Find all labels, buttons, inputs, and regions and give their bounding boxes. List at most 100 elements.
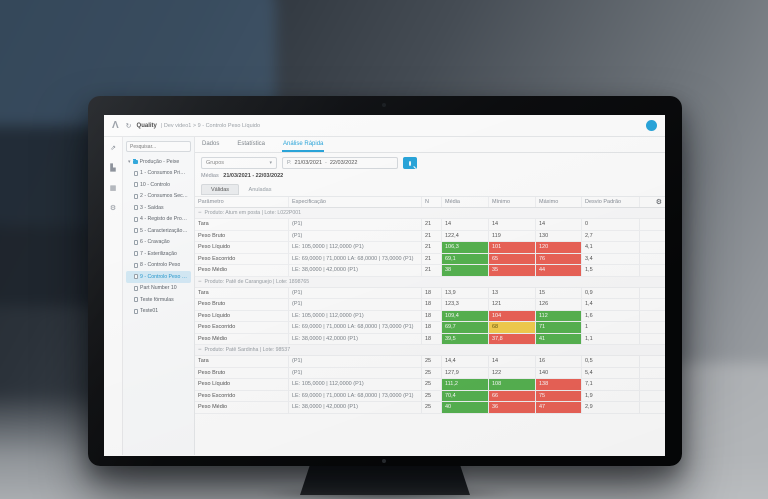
cell-media: 38 [442,265,489,276]
document-icon [134,205,138,211]
breadcrumb: | Dev video1 > 9 - Controlo Peso Líquido [160,122,261,129]
cell-maximo: 140 [536,367,582,378]
document-icon [134,193,138,199]
cell-media: 70,4 [442,390,489,401]
table-row[interactable]: Tara (P1) 18 13,9 13 15 0,9 [195,287,665,299]
cell-actions [640,391,665,402]
table-row[interactable]: Peso Escorrido LE: 69,0000 | 71,0000 LA: … [195,253,665,265]
tree-item[interactable]: 5 - Caracterização da Ma... [126,225,191,237]
tree-item-label: Teste fórmulas [140,296,174,303]
cell-n: 21 [422,265,442,276]
tree-item[interactable]: Teste01 [126,306,191,318]
user-avatar[interactable] [646,120,657,131]
tree-item[interactable]: 9 - Controlo Peso Líquido [126,271,191,283]
cell-minimo: 14 [489,356,536,367]
cell-minimo: 36 [489,402,536,413]
document-icon [134,216,138,222]
cell-actions [640,254,665,265]
collapse-icon[interactable]: − [198,278,202,285]
table-row[interactable]: Peso Bruto (P1) 21 122,4 119 130 2,7 [195,230,665,242]
share-icon[interactable]: ⇗ [110,145,116,152]
cell-actions [640,288,665,299]
tree-item[interactable]: Teste fórmulas [126,294,191,306]
tree-item[interactable]: 8 - Controlo Peso [126,260,191,272]
cell-minimo: 119 [489,230,536,241]
cell-n: 18 [422,333,442,344]
table-row[interactable]: Peso Líquido LE: 105,0000 | 112,0000 (P1)… [195,379,665,391]
tree-item[interactable]: 7 - Esterilização [126,248,191,260]
collapse-icon[interactable]: − [198,210,202,216]
table-row[interactable]: Peso Bruto (P1) 18 123,3 121 126 1,4 [195,299,665,311]
tree-item-label: 7 - Esterilização [140,250,177,257]
tree-root-item[interactable]: ▾ Produção - Peixe [126,156,191,168]
cell-parametro: Peso Bruto [195,299,289,310]
table-row[interactable]: Peso Médio LE: 38,0000 | 42,0000 (P1) 18 39… [195,333,665,345]
group-header-row[interactable]: − Produto: Atum em posta | Lote: L022P001 [195,208,665,219]
tab-análise-rápida[interactable]: Análise Rápida [282,141,325,152]
tree-item[interactable]: 3 - Saídas [126,202,191,214]
header-actions-cell: ⚙ [640,197,665,207]
table-row[interactable]: Peso Líquido LE: 105,0000 | 112,0000 (P1)… [195,310,665,322]
cell-especificacao: LE: 105,0000 | 112,0000 (P1) [289,242,422,253]
tree-item-label: 4 - Registo de Produção [140,216,189,223]
table-row[interactable]: Peso Escorrido LE: 69,0000 | 71,0000 LA: … [195,322,665,334]
table-settings-icon[interactable]: ⚙ [655,199,662,206]
cell-n: 21 [422,242,442,253]
table-row[interactable]: Peso Médio LE: 38,0000 | 42,0000 (P1) 21 38… [195,265,665,277]
tree-item[interactable]: 2 - Consumos Secundários [126,191,191,203]
cell-desvio-padrao: 1 [582,322,640,333]
tab-dados[interactable]: Dados [202,141,220,147]
cell-maximo: 138 [536,379,582,390]
table-row[interactable]: Peso Escorrido LE: 69,0000 | 71,0000 LA: … [195,390,665,402]
cell-media: 14 [442,219,489,230]
chart-icon[interactable]: ▙ [110,165,116,172]
cell-media: 127,9 [442,367,489,378]
search-button[interactable] [403,157,417,169]
table-row[interactable]: Tara (P1) 25 14,4 14 16 0,5 [195,356,665,368]
date-prefix: P. [287,160,292,166]
tree-item[interactable]: 6 - Cravação [126,237,191,249]
group-header-row[interactable]: − Produto: Patê de Caranguejo | Lote: 189… [195,276,665,288]
cell-n: 21 [422,230,442,241]
cell-maximo: 120 [536,242,582,253]
app-screen: Λ ↻ Quality | Dev video1 > 9 - Controlo … [104,115,665,456]
table-row[interactable]: Peso Médio LE: 38,0000 | 42,0000 (P1) 25 40… [195,402,665,414]
cell-minimo: 121 [489,299,536,310]
tree-item[interactable]: 1 - Consumos Primários [126,168,191,180]
subtab-válidas[interactable]: Válidas [201,184,239,195]
column-header: Média [442,197,489,207]
cell-parametro: Peso Líquido [195,310,289,321]
group-header-row[interactable]: − Produto: Patê Sardinha | Lote: 98537 [195,345,665,356]
tab-estatística[interactable]: Estatística [237,141,266,147]
tree-item[interactable]: 4 - Registo de Produção [126,214,191,226]
cell-especificacao: (P1) [289,219,422,230]
tree-search-input[interactable] [126,141,191,152]
tree-item-label: 1 - Consumos Primários [140,170,189,177]
cell-actions [640,379,665,390]
group-title: Produto: Atum em posta | Lote: L022P001 [204,210,302,216]
tab-bar: Dados Estatística Análise Rápida [195,137,665,153]
collapse-icon[interactable]: − [198,347,202,353]
sync-icon[interactable]: ↻ [125,122,132,130]
group-select[interactable]: Grupos ▾ [201,157,277,169]
cell-maximo: 126 [536,299,582,310]
tree-item[interactable]: Part Number 10 [126,283,191,295]
grid-icon[interactable]: ▦ [109,185,117,192]
cell-especificacao: LE: 105,0000 | 112,0000 (P1) [289,379,422,390]
cell-maximo: 76 [536,253,582,264]
tree-item[interactable]: 10 - Controlo [126,179,191,191]
cell-media: 14,4 [442,356,489,367]
table-row[interactable]: Peso Líquido LE: 105,0000 | 112,0000 (P1)… [195,242,665,254]
cell-especificacao: LE: 69,0000 | 71,0000 LA: 68,0000 | 73,0… [289,322,422,333]
cell-maximo: 71 [536,322,582,333]
table-row[interactable]: Peso Bruto (P1) 25 127,9 122 140 5,4 [195,367,665,379]
cell-especificacao: (P1) [289,367,422,378]
cell-n: 18 [422,322,442,333]
date-range-input[interactable]: P. 21/03/2021 - 22/03/2022 [282,157,398,169]
cell-parametro: Peso Bruto [195,367,289,378]
subtab-anuladas[interactable]: Anuladas [248,186,272,193]
settings-icon[interactable]: ⚙ [109,205,117,212]
table-row[interactable]: Tara (P1) 21 14 14 14 0 [195,219,665,231]
tree-item-label: 8 - Controlo Peso [140,262,181,269]
